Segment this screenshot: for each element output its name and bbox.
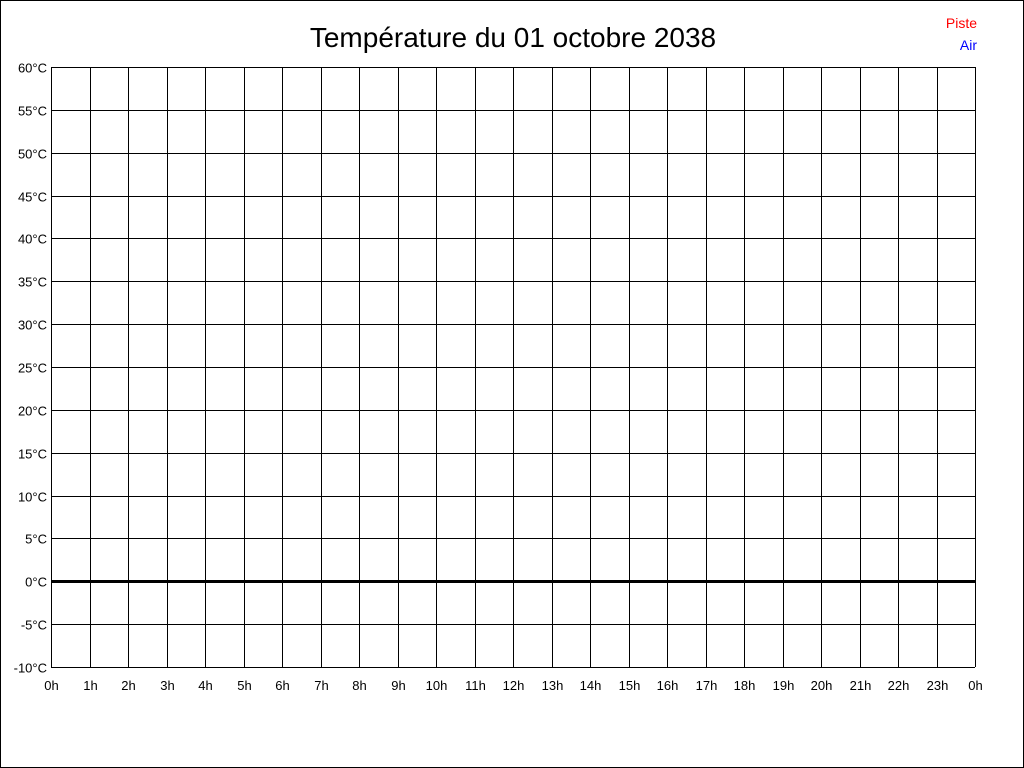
x-tick-label: 17h <box>696 678 718 693</box>
x-tick-label: 1h <box>83 678 97 693</box>
x-tick-label: 5h <box>237 678 251 693</box>
x-tick-label: 10h <box>426 678 448 693</box>
x-tick-label: 9h <box>391 678 405 693</box>
x-tick-label: 16h <box>657 678 679 693</box>
x-tick-label: 8h <box>352 678 366 693</box>
x-tick-label: 6h <box>275 678 289 693</box>
x-tick-label: 21h <box>850 678 872 693</box>
y-tick-label: 5°C <box>25 532 47 547</box>
x-tick-label: 15h <box>619 678 641 693</box>
legend-item-air: Air <box>960 37 977 53</box>
y-tick-label: 45°C <box>18 190 47 205</box>
x-tick-label: 14h <box>580 678 602 693</box>
x-tick-label: 3h <box>160 678 174 693</box>
y-tick-label: 35°C <box>18 275 47 290</box>
y-tick-label: -5°C <box>21 618 47 633</box>
x-tick-label: 0h <box>44 678 58 693</box>
x-tick-label: 4h <box>198 678 212 693</box>
y-tick-label: 25°C <box>18 361 47 376</box>
y-tick-label: 55°C <box>18 104 47 119</box>
y-tick-label: 0°C <box>25 575 47 590</box>
legend-item-piste: Piste <box>946 15 977 31</box>
y-tick-label: 50°C <box>18 147 47 162</box>
x-tick-label: 20h <box>811 678 833 693</box>
y-tick-label: 30°C <box>18 318 47 333</box>
x-tick-label: 12h <box>503 678 525 693</box>
x-tick-label: 18h <box>734 678 756 693</box>
y-tick-label: 20°C <box>18 404 47 419</box>
x-tick-label: 23h <box>927 678 949 693</box>
x-tick-label: 13h <box>542 678 564 693</box>
chart-title: Température du 01 octobre 2038 <box>310 22 716 53</box>
x-tick-label: 22h <box>888 678 910 693</box>
x-tick-label: 11h <box>465 678 486 693</box>
y-tick-label: 60°C <box>18 61 47 76</box>
x-tick-label: 2h <box>121 678 135 693</box>
y-tick-label: -10°C <box>14 661 47 676</box>
x-tick-label: 7h <box>314 678 328 693</box>
y-tick-label: 15°C <box>18 447 47 462</box>
y-tick-label: 10°C <box>18 490 47 505</box>
y-tick-label: 40°C <box>18 232 47 247</box>
x-tick-label: 19h <box>773 678 795 693</box>
x-tick-label: 0h <box>968 678 982 693</box>
